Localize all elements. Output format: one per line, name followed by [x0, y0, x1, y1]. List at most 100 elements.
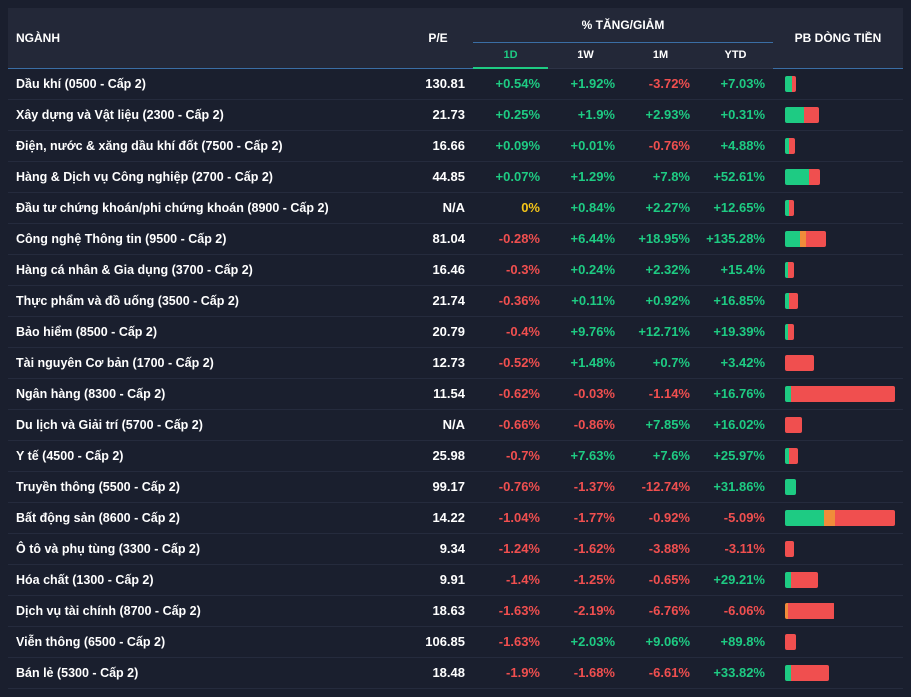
pb-bar	[785, 510, 895, 526]
sector-name: Dầu khí (0500 - Cấp 2)	[8, 68, 403, 99]
col-pb-header[interactable]: PB DÒNG TIỀN	[773, 8, 903, 68]
sector-name: Công nghệ Thông tin (9500 - Cấp 2)	[8, 223, 403, 254]
pct-d1: -0.76%	[473, 471, 548, 502]
sector-name: Viễn thông (6500 - Cấp 2)	[8, 626, 403, 657]
pb-bar	[785, 138, 795, 154]
pe-value: 44.85	[403, 161, 473, 192]
pct-ytd: +19.39%	[698, 316, 773, 347]
table-row[interactable]: Du lịch và Giải trí (5700 - Cấp 2)N/A-0.…	[8, 409, 903, 440]
pb-bar	[785, 262, 794, 278]
col-1m-header[interactable]: 1M	[623, 43, 698, 69]
pe-value: 18.48	[403, 657, 473, 688]
sector-name: Đầu tư chứng khoán/phi chứng khoán (8900…	[8, 192, 403, 223]
pb-bar	[785, 293, 798, 309]
pct-d1: -1.24%	[473, 533, 548, 564]
table-row[interactable]: Công nghệ Thông tin (9500 - Cấp 2)81.04-…	[8, 223, 903, 254]
pe-value: N/A	[403, 192, 473, 223]
pct-ytd: +33.82%	[698, 657, 773, 688]
sector-name: Ô tô và phụ tùng (3300 - Cấp 2)	[8, 533, 403, 564]
table-row[interactable]: Điện, nước & xăng dầu khí đốt (7500 - Cấ…	[8, 130, 903, 161]
pct-d1: -0.52%	[473, 347, 548, 378]
pb-bar-cell	[773, 533, 903, 564]
sector-name: Bất động sản (8600 - Cấp 2)	[8, 502, 403, 533]
table-row[interactable]: Ô tô và phụ tùng (3300 - Cấp 2)9.34-1.24…	[8, 533, 903, 564]
pct-d1: -0.3%	[473, 254, 548, 285]
table-row[interactable]: Y tế (4500 - Cấp 2)25.98-0.7%+7.63%+7.6%…	[8, 440, 903, 471]
pct-w1: +0.84%	[548, 192, 623, 223]
table-row[interactable]: Xây dựng và Vật liệu (2300 - Cấp 2)21.73…	[8, 99, 903, 130]
col-1d-header[interactable]: 1D	[473, 43, 548, 69]
pb-bar-cell	[773, 285, 903, 316]
col-1w-header[interactable]: 1W	[548, 43, 623, 69]
sector-name: Hàng cá nhân & Gia dụng (3700 - Cấp 2)	[8, 254, 403, 285]
sector-name: Xây dựng và Vật liệu (2300 - Cấp 2)	[8, 99, 403, 130]
pct-ytd: +7.03%	[698, 68, 773, 99]
pct-m1: +7.8%	[623, 161, 698, 192]
pb-bar-segment	[785, 541, 794, 557]
pct-w1: +0.11%	[548, 285, 623, 316]
table-row[interactable]: Ngân hàng (8300 - Cấp 2)11.54-0.62%-0.03…	[8, 378, 903, 409]
pct-ytd: +16.02%	[698, 409, 773, 440]
pct-ytd: +16.85%	[698, 285, 773, 316]
table-row[interactable]: Tài nguyên Cơ bản (1700 - Cấp 2)12.73-0.…	[8, 347, 903, 378]
pe-value: 9.91	[403, 564, 473, 595]
table-row[interactable]: Dầu khí (0500 - Cấp 2)130.81+0.54%+1.92%…	[8, 68, 903, 99]
pct-ytd: +15.4%	[698, 254, 773, 285]
pb-bar-cell	[773, 440, 903, 471]
pct-ytd: -6.06%	[698, 595, 773, 626]
pb-bar-cell	[773, 595, 903, 626]
pb-bar-segment	[789, 293, 798, 309]
pb-bar	[785, 479, 796, 495]
table-row[interactable]: Viễn thông (6500 - Cấp 2)106.85-1.63%+2.…	[8, 626, 903, 657]
pct-ytd: +3.42%	[698, 347, 773, 378]
pb-bar-segment	[785, 634, 796, 650]
pb-bar	[785, 169, 820, 185]
pb-bar-cell	[773, 223, 903, 254]
table-row[interactable]: Hàng & Dịch vụ Công nghiệp (2700 - Cấp 2…	[8, 161, 903, 192]
pct-w1: +7.63%	[548, 440, 623, 471]
sector-name: Dịch vụ tài chính (8700 - Cấp 2)	[8, 595, 403, 626]
pct-m1: -6.76%	[623, 595, 698, 626]
sector-name: Hóa chất (1300 - Cấp 2)	[8, 564, 403, 595]
pb-bar	[785, 355, 814, 371]
sector-name: Ngân hàng (8300 - Cấp 2)	[8, 378, 403, 409]
pct-d1: -0.28%	[473, 223, 548, 254]
table-row[interactable]: Bán lẻ (5300 - Cấp 2)18.48-1.9%-1.68%-6.…	[8, 657, 903, 688]
pct-m1: +0.7%	[623, 347, 698, 378]
pb-bar	[785, 448, 798, 464]
sector-name: Y tế (4500 - Cấp 2)	[8, 440, 403, 471]
pct-w1: +1.29%	[548, 161, 623, 192]
pct-d1: -0.7%	[473, 440, 548, 471]
col-pe-header[interactable]: P/E	[403, 8, 473, 68]
pct-m1: -0.65%	[623, 564, 698, 595]
pb-bar-cell	[773, 347, 903, 378]
pb-bar-segment	[835, 510, 896, 526]
pct-ytd: -5.09%	[698, 502, 773, 533]
pe-value: 14.22	[403, 502, 473, 533]
pct-m1: +7.85%	[623, 409, 698, 440]
sector-name: Truyền thông (5500 - Cấp 2)	[8, 471, 403, 502]
table-row[interactable]: Bảo hiểm (8500 - Cấp 2)20.79-0.4%+9.76%+…	[8, 316, 903, 347]
pct-w1: -1.77%	[548, 502, 623, 533]
pct-ytd: +16.76%	[698, 378, 773, 409]
table-row[interactable]: Truyền thông (5500 - Cấp 2)99.17-0.76%-1…	[8, 471, 903, 502]
pb-bar-segment	[785, 231, 800, 247]
pct-ytd: +4.88%	[698, 130, 773, 161]
pb-bar-segment	[785, 107, 804, 123]
table-row[interactable]: Đầu tư chứng khoán/phi chứng khoán (8900…	[8, 192, 903, 223]
sector-name: Thực phẩm và đồ uống (3500 - Cấp 2)	[8, 285, 403, 316]
pb-bar-cell	[773, 657, 903, 688]
table-row[interactable]: Thực phẩm và đồ uống (3500 - Cấp 2)21.74…	[8, 285, 903, 316]
pe-value: 21.73	[403, 99, 473, 130]
pb-bar	[785, 386, 895, 402]
table-row[interactable]: Hóa chất (1300 - Cấp 2)9.91-1.4%-1.25%-0…	[8, 564, 903, 595]
pe-value: 130.81	[403, 68, 473, 99]
col-name-header[interactable]: NGÀNH	[8, 8, 403, 68]
sector-name: Bảo hiểm (8500 - Cấp 2)	[8, 316, 403, 347]
col-ytd-header[interactable]: YTD	[698, 43, 773, 69]
pct-m1: +12.71%	[623, 316, 698, 347]
table-row[interactable]: Hàng cá nhân & Gia dụng (3700 - Cấp 2)16…	[8, 254, 903, 285]
pb-bar-cell	[773, 409, 903, 440]
table-row[interactable]: Bất động sản (8600 - Cấp 2)14.22-1.04%-1…	[8, 502, 903, 533]
table-row[interactable]: Dịch vụ tài chính (8700 - Cấp 2)18.63-1.…	[8, 595, 903, 626]
